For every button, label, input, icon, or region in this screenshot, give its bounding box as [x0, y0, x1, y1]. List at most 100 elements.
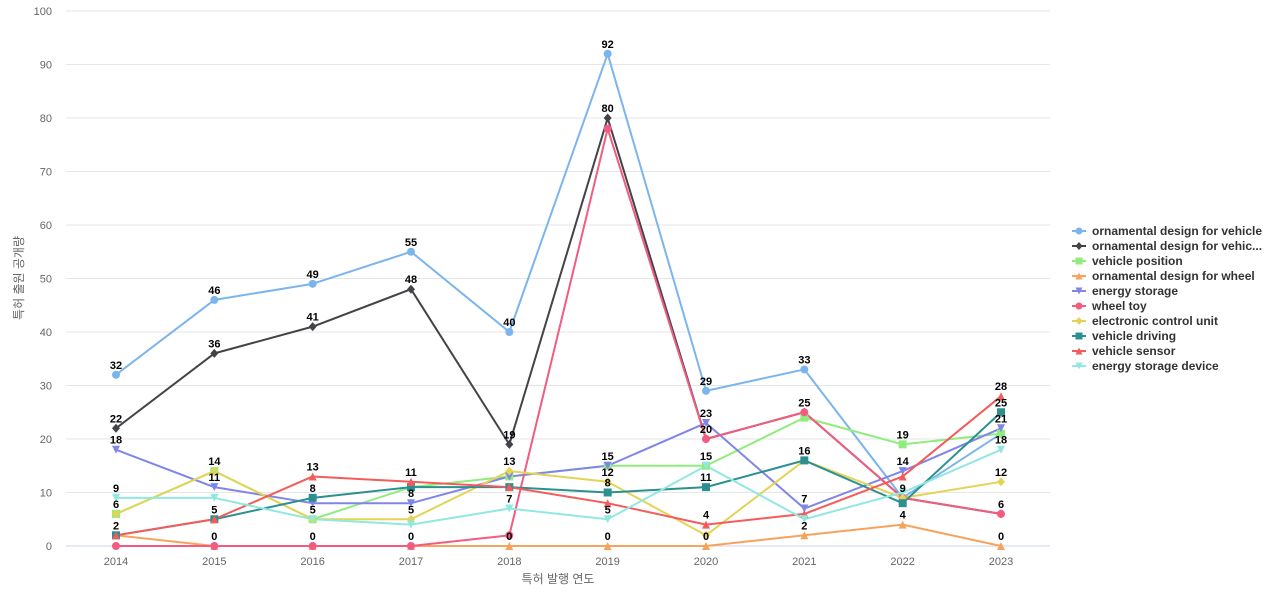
data-point — [898, 499, 907, 508]
x-tick-label: 2023 — [989, 556, 1013, 568]
data-point — [800, 504, 809, 513]
data-point — [603, 113, 612, 123]
data-point — [308, 542, 317, 550]
data-label: 19 — [503, 429, 515, 441]
legend-item[interactable]: wheel toy — [1072, 299, 1147, 313]
data-label: 2 — [113, 520, 119, 532]
x-tick-label: 2022 — [890, 556, 914, 568]
data-point — [702, 483, 710, 492]
data-point — [210, 295, 219, 304]
x-tick-label: 2021 — [792, 556, 816, 568]
x-axis-ticks: 2014 2015 2016 2017 2018 2019 2020 2021 2022 2023 — [104, 556, 1013, 568]
data-point — [505, 531, 514, 540]
data-point — [210, 493, 219, 502]
data-label: 8 — [408, 488, 414, 500]
data-label: 16 — [798, 445, 810, 457]
data-label: 6 — [113, 499, 119, 511]
x-tick-label: 2016 — [300, 556, 324, 568]
legend-item[interactable]: vehicle position — [1072, 254, 1183, 268]
data-point — [800, 365, 809, 374]
data-point — [308, 472, 317, 481]
legend-item[interactable]: ornamental design for wheel — [1072, 269, 1255, 283]
data-point — [997, 477, 1005, 487]
data-point — [505, 439, 514, 449]
legend-symbol — [1075, 317, 1083, 325]
data-label: 11 — [700, 472, 712, 484]
data-point — [603, 477, 612, 487]
data-point — [702, 542, 710, 550]
x-axis-title: 특허 발행 연도 — [522, 571, 595, 586]
legend-item[interactable]: vehicle driving — [1072, 329, 1176, 343]
data-point — [210, 466, 219, 476]
legend-symbol — [1075, 242, 1083, 250]
data-label: 6 — [998, 499, 1004, 511]
data-label: 8 — [605, 478, 611, 490]
data-label: 33 — [798, 354, 810, 366]
legend-item[interactable]: ornamental design for vehic... — [1072, 239, 1262, 253]
data-label: 0 — [998, 531, 1004, 543]
data-label: 7 — [801, 494, 807, 506]
data-point — [702, 530, 710, 540]
data-label: 13 — [307, 461, 319, 473]
legend-label: energy storage device — [1092, 359, 1219, 373]
data-label: 28 — [995, 381, 1007, 393]
data-point — [210, 542, 219, 550]
data-point — [112, 445, 120, 454]
data-label: 15 — [602, 451, 614, 463]
data-label: 5 — [408, 504, 414, 516]
legend-label: vehicle sensor — [1092, 344, 1176, 358]
data-label: 41 — [307, 312, 319, 324]
legend-item[interactable]: ornamental design for vehicle — [1072, 224, 1262, 238]
data-label: 18 — [995, 435, 1007, 447]
data-label: 11 — [209, 472, 221, 484]
data-point — [898, 488, 907, 497]
data-label: 18 — [110, 435, 122, 447]
data-point — [702, 418, 710, 427]
data-point — [210, 348, 219, 358]
data-point — [702, 386, 710, 395]
data-point — [997, 445, 1005, 454]
data-label: 5 — [211, 504, 217, 516]
data-label: 92 — [602, 39, 614, 51]
data-label: 12 — [995, 467, 1007, 479]
series-line — [115, 395, 1002, 537]
data-label: 12 — [602, 467, 614, 479]
data-point — [505, 483, 514, 492]
data-label: 25 — [995, 397, 1007, 409]
data-label: 55 — [405, 237, 417, 249]
data-point — [505, 542, 514, 550]
data-point — [997, 429, 1005, 438]
legend-item[interactable]: electronic control unit — [1072, 314, 1218, 328]
legend-label: electronic control unit — [1092, 314, 1218, 328]
data-label: 20 — [700, 424, 712, 436]
series-line — [116, 127, 1002, 547]
data-label: 5 — [310, 504, 316, 516]
x-tick-label: 2018 — [497, 556, 521, 568]
data-label: 14 — [897, 456, 910, 468]
legend-item[interactable]: vehicle sensor — [1072, 344, 1176, 358]
data-point — [308, 515, 317, 524]
legend-item[interactable]: energy storage — [1072, 284, 1178, 298]
data-label: 13 — [503, 456, 515, 468]
legend-symbol — [1075, 257, 1083, 265]
data-point — [112, 423, 120, 433]
data-label: 15 — [700, 451, 712, 463]
data-label: 0 — [506, 531, 512, 543]
data-point — [997, 392, 1005, 401]
data-label: 32 — [110, 360, 122, 372]
legend-item[interactable]: energy storage device — [1072, 359, 1219, 373]
data-label: 11 — [405, 467, 417, 479]
data-point — [997, 509, 1005, 518]
series-line — [115, 411, 1002, 537]
data-point — [112, 542, 120, 550]
data-label: 5 — [605, 504, 611, 516]
y-tick-label: 20 — [40, 434, 52, 446]
data-point — [308, 279, 317, 288]
data-point — [603, 461, 612, 470]
data-label: 40 — [503, 317, 515, 329]
data-label: 0 — [605, 531, 611, 543]
data-point — [505, 328, 514, 336]
x-tick-label: 2020 — [694, 556, 718, 568]
legend-symbol — [1075, 272, 1083, 280]
data-label: 0 — [703, 531, 709, 543]
